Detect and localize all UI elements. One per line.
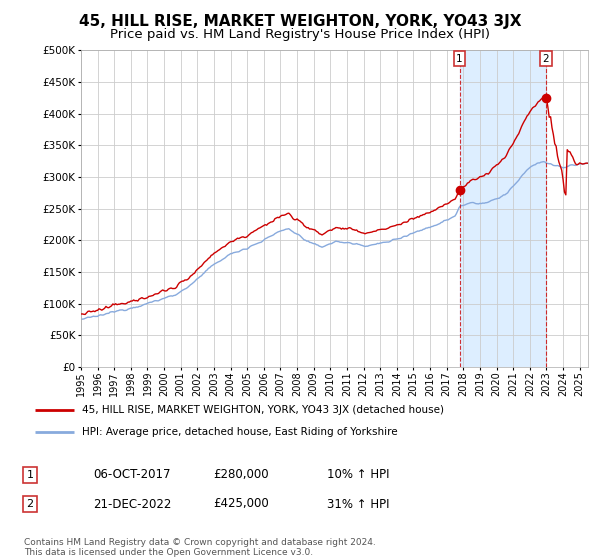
Text: 06-OCT-2017: 06-OCT-2017	[93, 468, 170, 482]
Text: 2: 2	[542, 54, 549, 64]
Text: 45, HILL RISE, MARKET WEIGHTON, YORK, YO43 3JX (detached house): 45, HILL RISE, MARKET WEIGHTON, YORK, YO…	[82, 405, 444, 416]
Text: £425,000: £425,000	[213, 497, 269, 511]
Text: HPI: Average price, detached house, East Riding of Yorkshire: HPI: Average price, detached house, East…	[82, 427, 398, 437]
Text: 10% ↑ HPI: 10% ↑ HPI	[327, 468, 389, 482]
Text: 2: 2	[26, 499, 34, 509]
Text: Contains HM Land Registry data © Crown copyright and database right 2024.
This d: Contains HM Land Registry data © Crown c…	[24, 538, 376, 557]
Text: 1: 1	[456, 54, 463, 64]
Text: 1: 1	[26, 470, 34, 480]
Bar	[460, 50, 546, 367]
Text: £280,000: £280,000	[213, 468, 269, 482]
Text: 31% ↑ HPI: 31% ↑ HPI	[327, 497, 389, 511]
Text: Price paid vs. HM Land Registry's House Price Index (HPI): Price paid vs. HM Land Registry's House …	[110, 28, 490, 41]
Text: 21-DEC-2022: 21-DEC-2022	[93, 497, 172, 511]
Text: 45, HILL RISE, MARKET WEIGHTON, YORK, YO43 3JX: 45, HILL RISE, MARKET WEIGHTON, YORK, YO…	[79, 14, 521, 29]
